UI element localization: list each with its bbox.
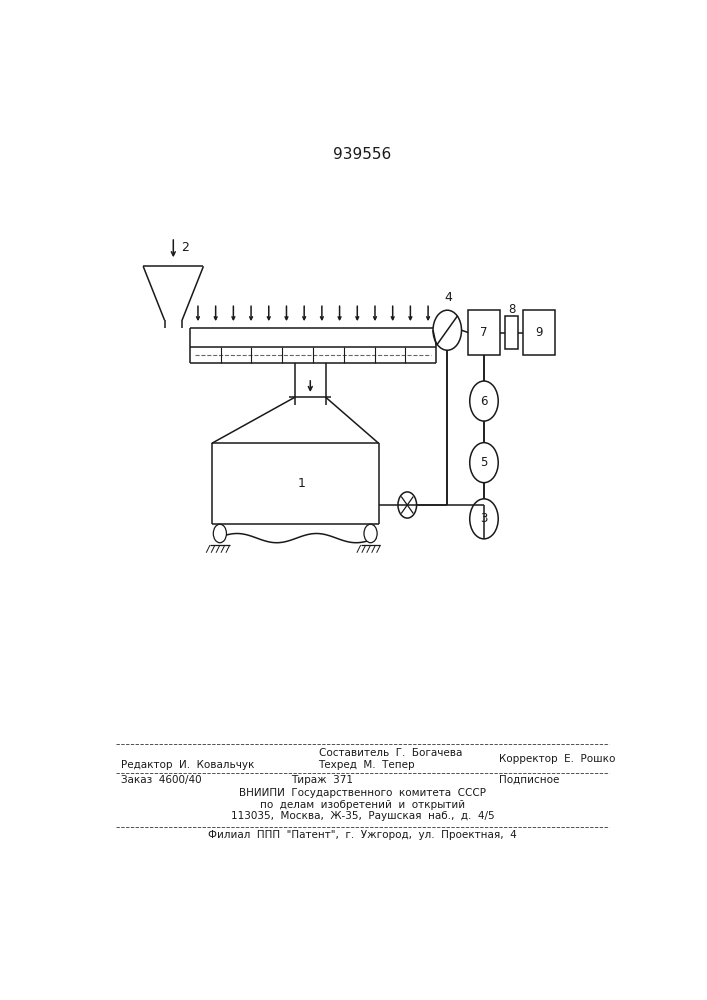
Text: 113035,  Москва,  Ж-35,  Раушская  наб.,  д.  4/5: 113035, Москва, Ж-35, Раушская наб., д. … (230, 811, 494, 821)
Text: Филиал  ППП  "Патент",  г.  Ужгород,  ул.  Проектная,  4: Филиал ППП "Патент", г. Ужгород, ул. Про… (208, 830, 517, 840)
Text: 9: 9 (535, 326, 542, 339)
Circle shape (364, 524, 377, 543)
Bar (523, 310, 555, 355)
Text: 7: 7 (480, 326, 488, 339)
Text: ВНИИПИ  Государственного  комитета  СССР: ВНИИПИ Государственного комитета СССР (239, 788, 486, 798)
Circle shape (469, 443, 498, 483)
Circle shape (214, 524, 226, 543)
Text: Составитель  Г.  Богачева: Составитель Г. Богачева (319, 748, 462, 758)
Text: по  делам  изобретений  и  открытий: по делам изобретений и открытий (259, 800, 465, 810)
Bar (505, 316, 518, 349)
Text: Заказ  4600/40: Заказ 4600/40 (122, 775, 202, 785)
Circle shape (469, 499, 498, 539)
Circle shape (469, 381, 498, 421)
Text: Корректор  Е.  Рошко: Корректор Е. Рошко (499, 754, 616, 764)
Circle shape (433, 310, 462, 350)
Text: 3: 3 (480, 512, 488, 525)
Text: 1: 1 (298, 477, 306, 490)
Text: Подписное: Подписное (499, 775, 560, 785)
Bar (468, 310, 500, 355)
Text: 2: 2 (182, 241, 189, 254)
Text: Тираж  371: Тираж 371 (291, 775, 353, 785)
Text: 6: 6 (480, 395, 488, 408)
Text: 939556: 939556 (333, 147, 392, 162)
Text: Редактор  И.  Ковальчук: Редактор И. Ковальчук (122, 760, 255, 770)
Circle shape (398, 492, 416, 518)
Text: 4: 4 (445, 291, 452, 304)
Text: Техред  М.  Тепер: Техред М. Тепер (319, 760, 415, 770)
Text: 5: 5 (480, 456, 488, 469)
Text: 8: 8 (508, 303, 515, 316)
